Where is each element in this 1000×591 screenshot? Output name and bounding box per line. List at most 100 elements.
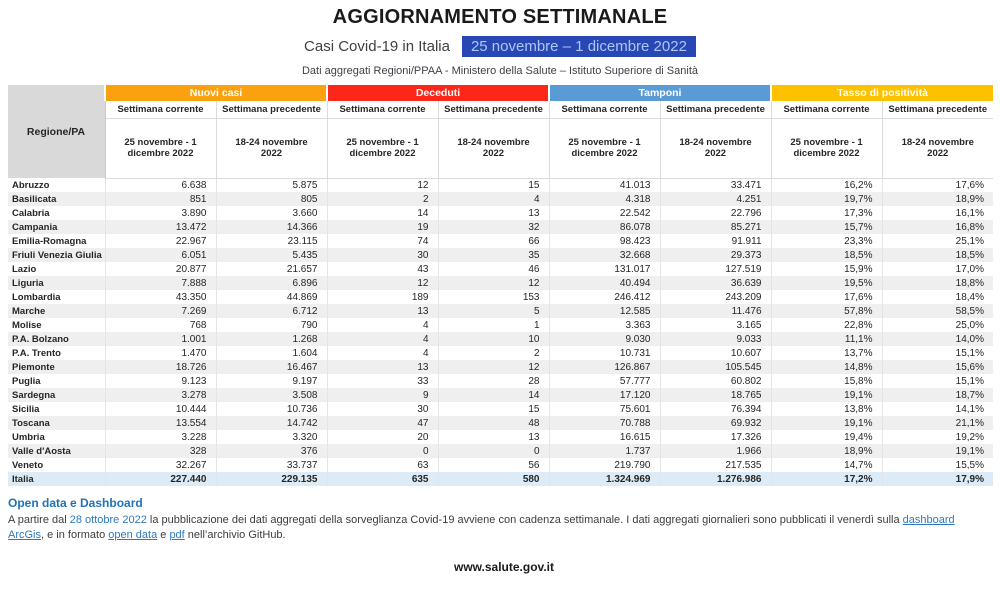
tasso-precedente-cell: 19,2% [881, 430, 993, 444]
region-name-cell: P.A. Trento [12, 347, 61, 359]
week-nuovi-corrente: 25 novembre - 1 dicembre 2022 [104, 118, 216, 179]
tasso-precedente-cell: 17,9% [881, 472, 993, 486]
tamponi-corrente-cell: 4.318 [548, 192, 660, 206]
region-name-cell: Italia [12, 473, 34, 485]
tasso-corrente-cell: 19,4% [770, 430, 882, 444]
tamponi-precedente-cell: 11.476 [659, 304, 771, 318]
subheader-tamponi-corrente: Settimana corrente [548, 101, 660, 119]
tasso-precedente-cell: 19,1% [881, 444, 993, 458]
nuovi-casi-corrente-cell: 3.278 [104, 388, 216, 402]
link-open-data[interactable]: open data [108, 529, 158, 541]
deceduti-corrente-cell: 30 [326, 248, 438, 262]
subtitle-line: Casi Covid-19 in Italia 25 novembre – 1 … [0, 36, 1000, 57]
nuovi-casi-corrente-cell: 768 [104, 318, 216, 332]
region-name-cell: Liguria [12, 277, 44, 289]
deceduti-corrente-cell: 13 [326, 360, 438, 374]
link-pdf[interactable]: pdf [169, 529, 185, 541]
covid-weekly-table: Regione/PA Nuovi casi Deceduti Tamponi T… [8, 85, 993, 486]
subheader-nuovi-corrente: Settimana corrente [104, 101, 216, 119]
table-row: Lazio 20.877 21.657 43 46 131.017 127.51… [8, 262, 993, 276]
tasso-corrente-cell: 19,1% [770, 416, 882, 430]
tamponi-precedente-cell: 91.911 [659, 234, 771, 248]
tasso-corrente-cell: 11,1% [770, 332, 882, 346]
nuovi-casi-corrente-cell: 9.123 [104, 374, 216, 388]
table-row: Sicilia 10.444 10.736 30 15 75.601 76.39… [8, 402, 993, 416]
table-row: Valle d'Aosta 328 376 0 0 1.737 1.966 18… [8, 444, 993, 458]
tamponi-corrente-cell: 3.363 [548, 318, 660, 332]
nuovi-casi-corrente-cell: 22.967 [104, 234, 216, 248]
table-row: Basilicata 851 805 2 4 4.318 4.251 19,7%… [8, 192, 993, 206]
deceduti-precedente-cell: 12 [437, 276, 549, 290]
tasso-corrente-cell: 13,8% [770, 402, 882, 416]
tasso-precedente-cell: 15,5% [881, 458, 993, 472]
nuovi-casi-corrente-cell: 10.444 [104, 402, 216, 416]
tasso-corrente-cell: 57,8% [770, 304, 882, 318]
nuovi-casi-corrente-cell: 13.472 [104, 220, 216, 234]
nuovi-casi-corrente-cell: 7.269 [104, 304, 216, 318]
tamponi-precedente-cell: 9.033 [659, 332, 771, 346]
week-tamponi-corrente: 25 novembre - 1 dicembre 2022 [548, 118, 660, 179]
deceduti-corrente-cell: 4 [326, 346, 438, 360]
link-28-ottobre-2022[interactable]: 28 ottobre 2022 [69, 514, 147, 526]
table-row: Veneto 32.267 33.737 63 56 219.790 217.5… [8, 458, 993, 472]
week-tasso-precedente: 18-24 novembre 2022 [881, 118, 993, 179]
nuovi-casi-corrente-cell: 3.228 [104, 430, 216, 444]
nuovi-casi-precedente-cell: 6.712 [215, 304, 327, 318]
deceduti-corrente-cell: 12 [326, 178, 438, 192]
nuovi-casi-precedente-cell: 229.135 [215, 472, 327, 486]
tasso-precedente-cell: 15,1% [881, 374, 993, 388]
tasso-precedente-cell: 14,1% [881, 402, 993, 416]
nuovi-casi-precedente-cell: 790 [215, 318, 327, 332]
nuovi-casi-precedente-cell: 21.657 [215, 262, 327, 276]
table-row: Abruzzo 6.638 5.875 12 15 41.013 33.471 … [8, 178, 993, 192]
tasso-corrente-cell: 13,7% [770, 346, 882, 360]
tamponi-precedente-cell: 60.802 [659, 374, 771, 388]
nuovi-casi-precedente-cell: 3.660 [215, 206, 327, 220]
note-text-5: nell’archivio GitHub. [184, 529, 286, 541]
tasso-corrente-cell: 19,7% [770, 192, 882, 206]
tasso-precedente-cell: 14,0% [881, 332, 993, 346]
note-text-2: la pubblicazione dei dati aggregati dell… [146, 514, 903, 526]
source-line: Dati aggregati Regioni/PPAA - Ministero … [301, 65, 699, 77]
footer-note: A partire dal 28 ottobre 2022 la pubblic… [8, 513, 992, 543]
open-data-heading: Open data e Dashboard [8, 496, 143, 510]
tasso-corrente-cell: 15,9% [770, 262, 882, 276]
deceduti-corrente-cell: 4 [326, 332, 438, 346]
tamponi-precedente-cell: 85.271 [659, 220, 771, 234]
table-row: Puglia 9.123 9.197 33 28 57.777 60.802 1… [8, 374, 993, 388]
tamponi-corrente-cell: 98.423 [548, 234, 660, 248]
region-name-cell: Campania [12, 221, 58, 233]
deceduti-precedente-cell: 1 [437, 318, 549, 332]
subheader-tasso-corrente: Settimana corrente [770, 101, 882, 119]
nuovi-casi-corrente-cell: 6.638 [104, 178, 216, 192]
tasso-corrente-cell: 23,3% [770, 234, 882, 248]
region-name-cell: Veneto [12, 459, 44, 471]
report-header: AGGIORNAMENTO SETTIMANALE Casi Covid-19 … [0, 0, 1000, 77]
region-name-cell: Molise [12, 319, 42, 331]
nuovi-casi-precedente-cell: 10.736 [215, 402, 327, 416]
nuovi-casi-precedente-cell: 14.366 [215, 220, 327, 234]
table-row: Marche 7.269 6.712 13 5 12.585 11.476 57… [8, 304, 993, 318]
tasso-precedente-cell: 18,4% [881, 290, 993, 304]
region-name-cell: P.A. Bolzano [12, 333, 69, 345]
nuovi-casi-precedente-cell: 14.742 [215, 416, 327, 430]
table-row: Friuli Venezia Giulia 6.051 5.435 30 35 … [8, 248, 993, 262]
region-name-cell: Lombardia [12, 291, 61, 303]
tamponi-precedente-cell: 243.209 [659, 290, 771, 304]
deceduti-precedente-cell: 56 [437, 458, 549, 472]
nuovi-casi-precedente-cell: 805 [215, 192, 327, 206]
group-header-tasso-positivita: Tasso di positività [770, 85, 993, 101]
tasso-corrente-cell: 19,1% [770, 388, 882, 402]
tasso-corrente-cell: 14,8% [770, 360, 882, 374]
subheader-nuovi-precedente: Settimana precedente [215, 101, 327, 119]
deceduti-corrente-cell: 13 [326, 304, 438, 318]
tasso-corrente-cell: 17,6% [770, 290, 882, 304]
deceduti-corrente-cell: 2 [326, 192, 438, 206]
tamponi-precedente-cell: 18.765 [659, 388, 771, 402]
tamponi-precedente-cell: 105.545 [659, 360, 771, 374]
region-name-cell: Basilicata [12, 193, 57, 205]
link-dashboard-arcgis[interactable]: dashboard ArcGis [8, 514, 955, 541]
deceduti-corrente-cell: 635 [326, 472, 438, 486]
tasso-corrente-cell: 19,5% [770, 276, 882, 290]
